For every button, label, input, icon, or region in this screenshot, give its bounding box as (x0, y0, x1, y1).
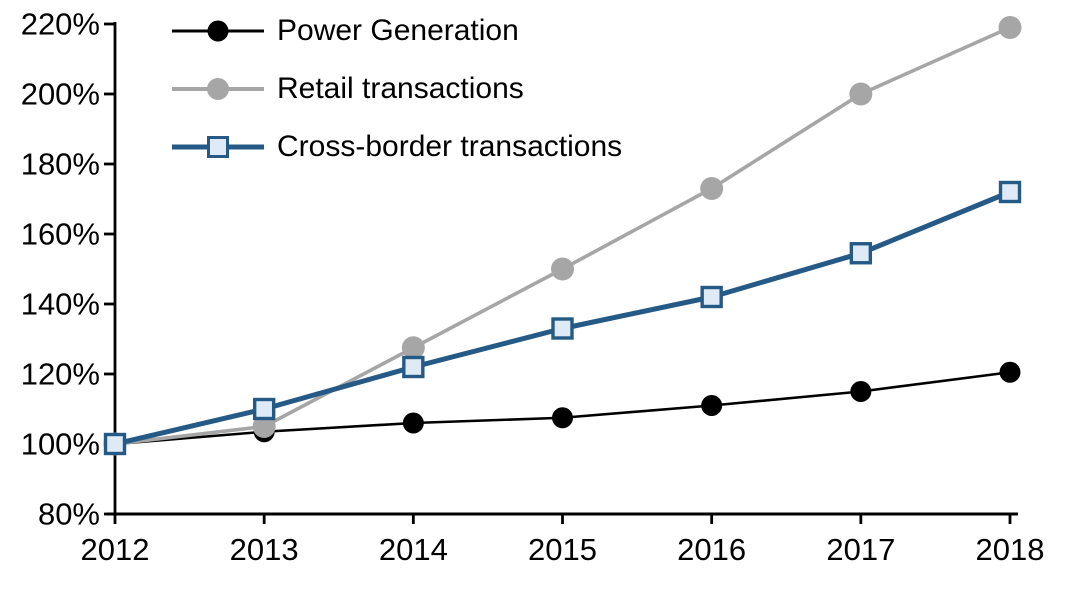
x-axis-tick-label: 2017 (826, 532, 895, 567)
y-axis-tick-label: 80% (38, 497, 100, 532)
data-point-marker (999, 361, 1021, 383)
data-point-marker (252, 415, 276, 438)
data-point-marker (700, 177, 724, 200)
legend-label-power-generation: Power Generation (277, 14, 519, 47)
data-point-marker (552, 407, 573, 429)
legend-label-retail-transactions: Retail transactions (277, 72, 524, 105)
data-point-marker (551, 257, 574, 281)
x-axis-tick-label: 2012 (81, 532, 150, 567)
data-point-marker (701, 395, 723, 416)
y-axis-tick-label: 200% (21, 77, 100, 112)
data-point-marker (402, 355, 425, 379)
legend-item-retail-transactions: Retail transactions (172, 60, 622, 118)
retail-transactions-swatch (172, 75, 264, 103)
y-axis-tick-label: 180% (21, 147, 100, 182)
circle-marker-icon (207, 20, 229, 42)
data-point-marker (998, 180, 1022, 204)
series-cross-border-transactions (103, 180, 1022, 456)
data-point-marker (551, 317, 574, 340)
data-point-marker (998, 16, 1022, 39)
y-axis-tick-label: 160% (21, 217, 100, 252)
data-point-marker (252, 397, 276, 421)
y-axis-tick-label: 100% (21, 427, 100, 462)
y-axis-tick-label: 220% (21, 7, 100, 42)
y-axis-tick-label: 140% (21, 287, 100, 322)
x-axis-tick-label: 2013 (230, 532, 299, 567)
legend-item-cross-border-transactions: Cross-border transactions (172, 118, 622, 176)
x-axis-tick-label: 2016 (677, 532, 746, 567)
x-axis-tick-label: 2015 (528, 532, 597, 567)
data-point-marker (401, 336, 425, 360)
data-point-marker (849, 242, 873, 265)
data-point-marker (402, 412, 424, 434)
legend-label-cross-border-transactions: Cross-border transactions (277, 130, 623, 163)
data-point-marker (849, 82, 873, 106)
power-generation-swatch (172, 17, 264, 45)
square-marker-icon (207, 136, 229, 158)
data-point-marker (700, 285, 723, 309)
x-axis-tick-label: 2018 (976, 532, 1045, 567)
legend-item-power-generation: Power Generation (172, 2, 622, 60)
x-axis-tick-label: 2014 (379, 532, 448, 567)
circle-marker-icon (207, 78, 229, 100)
y-axis-tick-label: 120% (21, 357, 100, 392)
data-point-marker (103, 432, 127, 456)
cross-border-transactions-swatch (172, 133, 264, 161)
chart-legend: Power Generation Retail transactions Cro… (172, 2, 622, 176)
data-point-marker (850, 381, 872, 402)
series-power-generation (104, 361, 1021, 455)
